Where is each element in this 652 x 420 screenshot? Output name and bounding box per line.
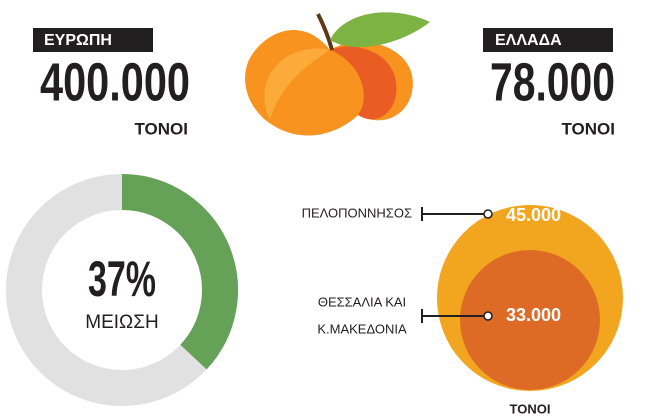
badge-label: ΕΛΛΑΔΑ (495, 32, 562, 49)
badge (483, 28, 613, 52)
badge (33, 28, 153, 52)
donut-segment (121, 174, 238, 370)
value-label: 45.000 (506, 205, 561, 225)
badge-label: ΕΥΡΩΠΗ (44, 32, 112, 49)
amount: 400.000 (40, 52, 190, 112)
value-label: 33.000 (506, 305, 561, 325)
caption: ΜΕΙΩΣΗ (85, 312, 158, 333)
pointer-dot (483, 209, 493, 219)
unit: ΤΟΝΟΙ (134, 119, 188, 138)
unit: ΤΟΝΟΙ (561, 119, 615, 138)
peach-icon (245, 12, 430, 136)
pointer-dot (483, 311, 493, 321)
amount: 78.000 (490, 52, 615, 112)
unit: ΤΟΝΟΙ (510, 401, 551, 416)
percent: 37% (88, 251, 156, 307)
region-label: Κ.ΜΑΚΕΔΟΝΙΑ (317, 321, 407, 336)
inner-circle (460, 250, 600, 390)
region-label: ΘΕΣΣΑΛΙΑ ΚΑΙ (318, 294, 406, 309)
region-label: ΠΕΛΟΠΟΝΝΗΣΟΣ (302, 205, 412, 220)
